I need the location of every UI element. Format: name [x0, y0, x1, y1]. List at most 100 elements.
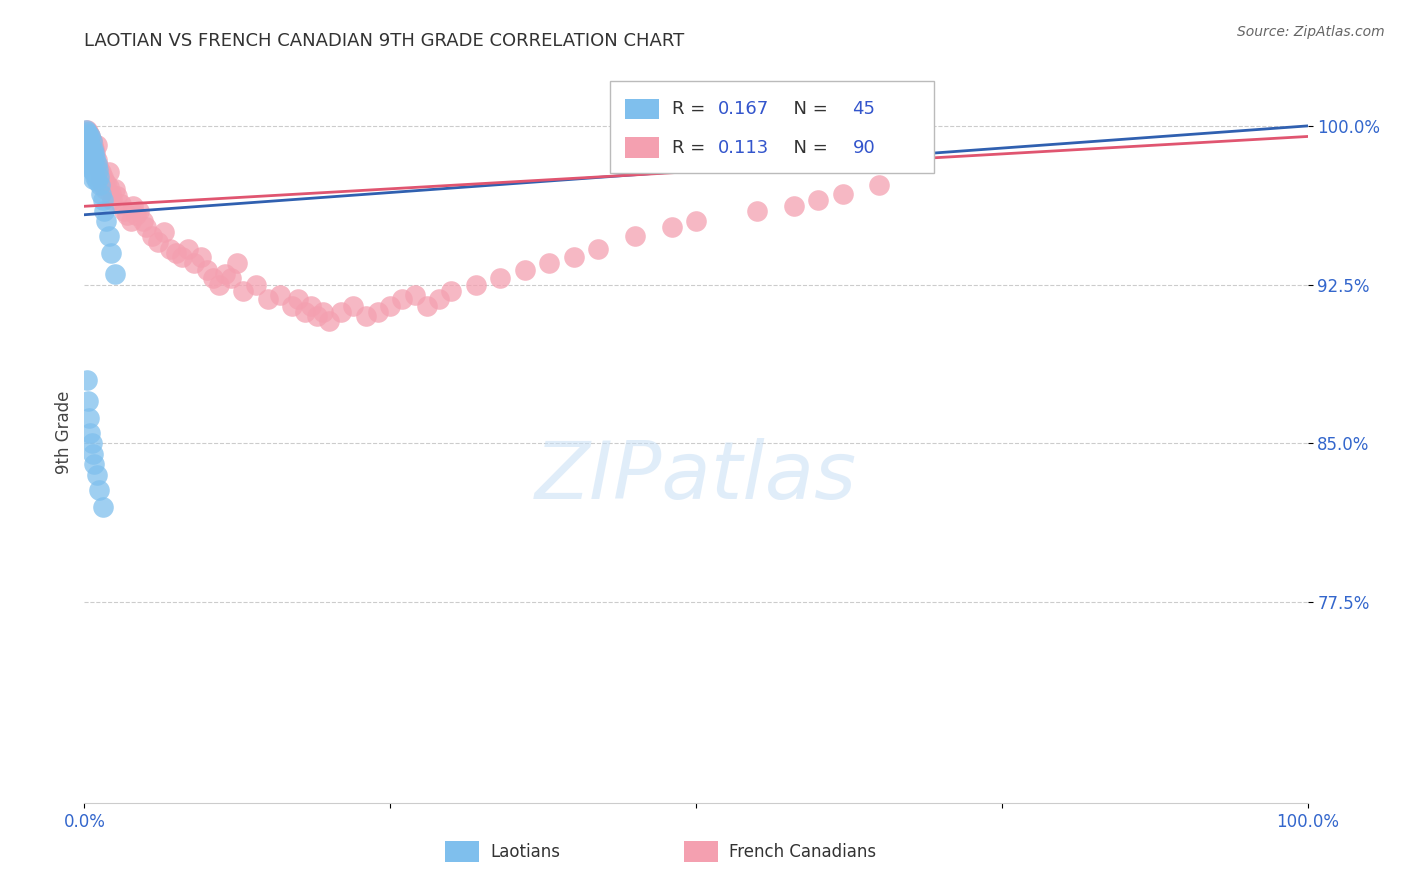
Point: [87, 169, 110, 184]
Text: 45: 45: [852, 100, 876, 118]
Point: [80, 163, 103, 178]
Point: [76, 125, 98, 139]
Point: [82, 137, 104, 152]
FancyBboxPatch shape: [446, 841, 479, 862]
Point: [245, 277, 267, 292]
Point: [172, 250, 194, 264]
Point: [77, 131, 100, 145]
Point: [87, 483, 110, 497]
Point: [86, 467, 108, 482]
Point: [342, 299, 364, 313]
Point: [105, 188, 128, 202]
Point: [586, 242, 609, 256]
Point: [132, 214, 155, 228]
Point: [86, 174, 108, 188]
Point: [562, 250, 585, 264]
Point: [84, 169, 107, 184]
Point: [100, 245, 122, 260]
Point: [354, 310, 377, 324]
Point: [104, 182, 127, 196]
Point: [80, 134, 103, 148]
Point: [86, 157, 108, 171]
Point: [318, 313, 340, 327]
Point: [80, 146, 103, 161]
Point: [82, 151, 104, 165]
Point: [90, 186, 112, 201]
Text: N =: N =: [782, 100, 834, 118]
Point: [79, 140, 101, 154]
Point: [208, 277, 231, 292]
FancyBboxPatch shape: [626, 99, 659, 120]
Point: [869, 178, 891, 193]
Point: [82, 154, 104, 169]
Point: [96, 214, 118, 228]
Point: [685, 214, 707, 228]
Point: [177, 242, 200, 256]
Point: [747, 203, 769, 218]
Point: [112, 203, 135, 218]
Point: [783, 199, 806, 213]
Point: [287, 293, 309, 307]
Point: [661, 220, 683, 235]
Point: [90, 165, 112, 179]
Text: Laotians: Laotians: [491, 843, 561, 861]
Point: [80, 134, 103, 148]
Point: [312, 305, 335, 319]
Point: [427, 293, 450, 307]
Point: [101, 193, 124, 207]
Point: [77, 136, 100, 150]
Point: [77, 145, 100, 159]
FancyBboxPatch shape: [610, 81, 935, 173]
Point: [77, 151, 100, 165]
Point: [807, 193, 830, 207]
Point: [135, 220, 157, 235]
Point: [97, 165, 120, 179]
Point: [214, 267, 236, 281]
Point: [83, 146, 105, 161]
Point: [122, 199, 145, 213]
Point: [91, 500, 114, 514]
Text: R =: R =: [672, 100, 710, 118]
Point: [86, 137, 108, 152]
Point: [294, 305, 316, 319]
FancyBboxPatch shape: [626, 137, 659, 158]
Point: [146, 235, 169, 250]
Point: [77, 128, 100, 142]
Point: [232, 284, 254, 298]
Point: [831, 186, 853, 201]
Point: [77, 131, 100, 145]
Point: [257, 293, 280, 307]
Point: [86, 153, 108, 167]
Point: [91, 193, 114, 207]
Point: [77, 125, 100, 139]
Point: [104, 267, 127, 281]
Point: [77, 128, 100, 142]
Text: French Canadians: French Canadians: [728, 843, 876, 861]
Point: [79, 129, 101, 144]
Point: [77, 157, 100, 171]
Text: 90: 90: [852, 138, 876, 157]
Point: [75, 123, 97, 137]
Point: [83, 458, 105, 472]
Text: 0.167: 0.167: [718, 100, 769, 118]
Point: [83, 165, 105, 179]
Point: [96, 176, 118, 190]
Point: [165, 245, 187, 260]
Point: [159, 242, 181, 256]
Point: [464, 277, 486, 292]
Y-axis label: 9th Grade: 9th Grade: [55, 391, 73, 475]
Point: [120, 214, 142, 228]
Point: [91, 178, 114, 193]
Point: [77, 410, 100, 425]
Point: [79, 129, 101, 144]
Point: [367, 305, 389, 319]
Point: [83, 142, 105, 156]
Point: [380, 299, 402, 313]
Point: [110, 197, 132, 211]
Text: R =: R =: [672, 138, 710, 157]
Point: [82, 171, 104, 186]
Point: [269, 288, 291, 302]
Point: [391, 293, 413, 307]
Point: [82, 142, 104, 156]
Point: [79, 137, 101, 152]
